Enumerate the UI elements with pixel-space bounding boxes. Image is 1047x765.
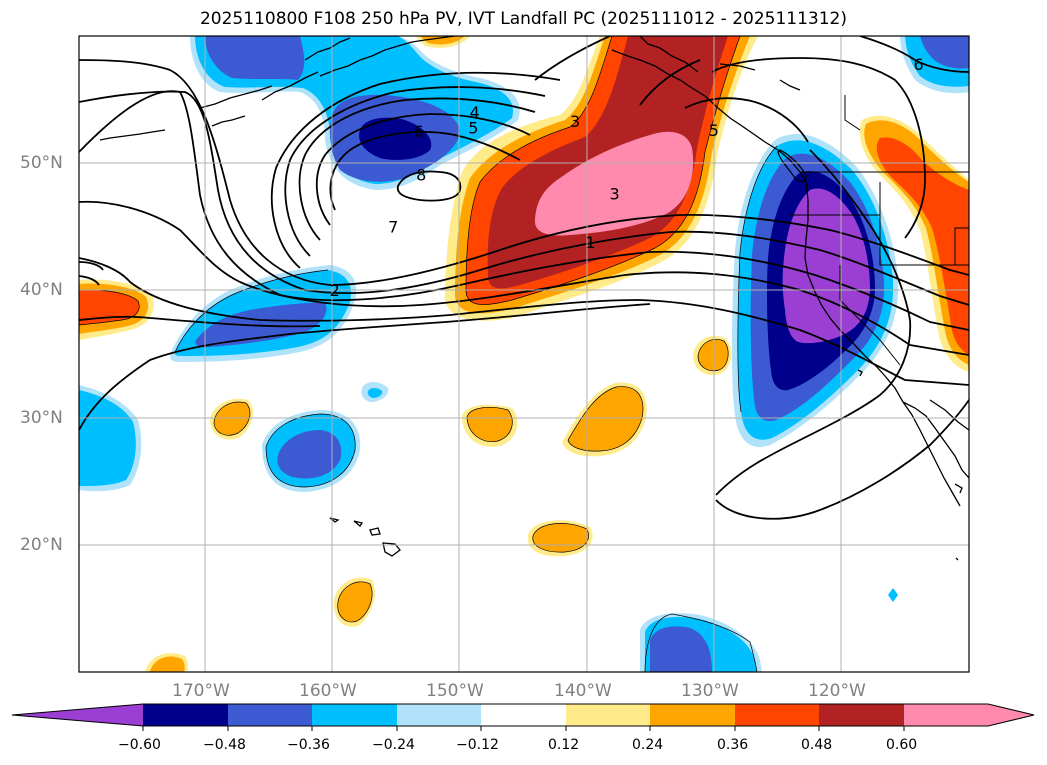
- colorbar-tick-label: 0.24: [632, 737, 664, 753]
- colorbar-tick-label: −0.48: [203, 737, 246, 753]
- colorbar-bin: [228, 704, 312, 726]
- pv-contour-label: 2: [330, 281, 340, 300]
- lat-label-40n: 40°N: [20, 280, 63, 300]
- colorbar-bin: [819, 704, 904, 726]
- colorbar-tick-label: 0.36: [717, 737, 749, 753]
- colorbar-tick-label: 0.60: [886, 737, 918, 753]
- lon-label-130w: 130°W: [681, 681, 739, 701]
- negative-anomaly-fill: [79, 36, 969, 672]
- colorbar-extend-low: [12, 704, 143, 726]
- plot-frame: [78, 35, 970, 673]
- pv-contour-label: 6: [414, 122, 424, 141]
- colorbar-extend-high: [904, 704, 1034, 726]
- pv-contour-label: 8: [416, 165, 426, 184]
- colorbar-tick-label: −0.36: [287, 737, 330, 753]
- pv-contour-label: 3: [570, 112, 580, 131]
- colorbar-tick-label: −0.12: [456, 737, 499, 753]
- colorbar-bin: [566, 704, 650, 726]
- gridlines: [79, 36, 969, 672]
- colorbar-bin: [143, 704, 228, 726]
- lat-label-30n: 30°N: [20, 408, 63, 428]
- pv-contour-label: 1: [585, 233, 595, 252]
- colorbar-tick-label: 0.12: [548, 737, 580, 753]
- colorbar-tick-label: 0.48: [801, 737, 833, 753]
- colorbar-bin: [397, 704, 481, 726]
- lon-label-120w: 120°W: [808, 681, 866, 701]
- pv-contour-label: 4: [470, 103, 480, 122]
- lon-label-170w: 170°W: [172, 681, 230, 701]
- pv-contour-label: 3: [609, 185, 619, 204]
- pv-contour-label: 5: [709, 121, 719, 140]
- anomaly-outlines: [79, 36, 778, 672]
- pv-contours: [79, 36, 969, 520]
- colorbar-bin: [650, 704, 735, 726]
- pv-contour-label: 5: [468, 118, 478, 137]
- colorbar-tick-label: −0.60: [118, 737, 161, 753]
- colorbar-bin: [481, 704, 566, 726]
- colorbar-tick-label: −0.24: [372, 737, 415, 753]
- pv-contour-label: 7: [388, 218, 398, 237]
- lat-label-50n: 50°N: [20, 153, 63, 173]
- ar-band-level-5: [534, 131, 694, 236]
- colorbar: [11, 703, 1035, 731]
- map-title: 2025110800 F108 250 hPa PV, IVT Landfall…: [199, 9, 847, 29]
- lon-label-160w: 160°W: [299, 681, 357, 701]
- lon-label-140w: 140°W: [554, 681, 612, 701]
- colorbar-bin: [735, 704, 819, 726]
- lat-label-20n: 20°N: [20, 535, 63, 555]
- lon-label-150w: 150°W: [426, 681, 484, 701]
- pv-contour-label: 6: [913, 55, 923, 74]
- colorbar-bin: [312, 704, 397, 726]
